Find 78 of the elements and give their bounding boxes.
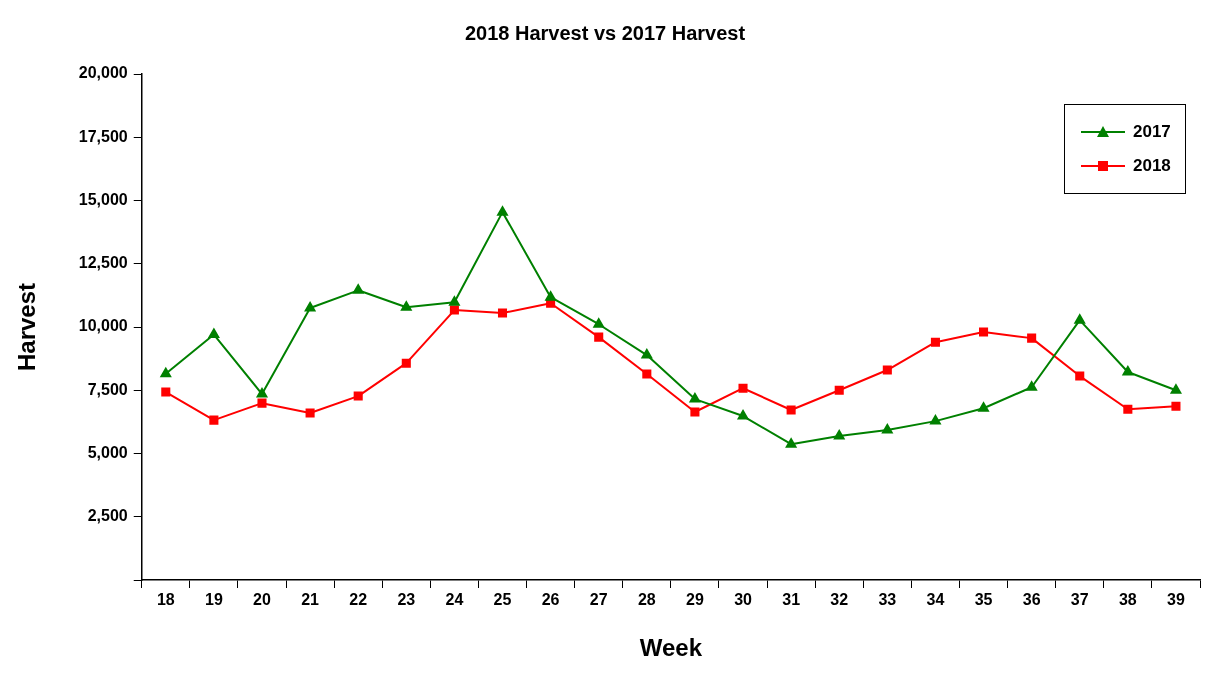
x-tick-label: 28 [637,591,656,609]
y-tick-label: 2,500 [87,507,128,525]
point [641,349,653,359]
legend-label: 2018 [1133,156,1171,176]
y-tick-label: 20,000 [78,64,128,82]
y-tick-label: 12,500 [78,254,128,272]
point [785,438,797,448]
y-tick-label: 7,500 [87,380,128,398]
point [449,305,459,315]
point [1075,371,1085,381]
y-tick-label: 17,500 [78,127,128,145]
x-tick-label: 20 [253,591,271,609]
point [352,284,364,294]
x-axis-title: Week [639,634,703,662]
point [497,308,508,318]
point [642,369,652,379]
x-tick-label: 19 [204,591,223,609]
point [1122,366,1134,376]
point [978,402,989,412]
x-tick-label: 36 [1022,591,1041,609]
point [690,407,700,417]
point [594,332,604,342]
point [833,430,845,440]
x-tick-label: 24 [445,591,464,609]
point [353,391,363,401]
point [209,415,219,425]
x-tick-label: 25 [493,591,512,609]
point [786,405,796,415]
point [208,328,220,339]
point [689,393,701,403]
point [161,387,171,397]
y-tick-label: 5,000 [87,443,128,461]
chart-title: 2018 Harvest vs 2017 Harvest [464,21,746,44]
point [160,367,172,378]
x-tick-label: 26 [541,591,560,609]
legend-label: 2017 [1133,122,1171,142]
point [737,410,749,420]
point [882,423,893,434]
x-tick-label: 33 [878,591,897,609]
point [1170,384,1182,394]
x-tick-label: 22 [349,591,368,609]
x-tick-label: 30 [734,591,753,609]
point [497,206,508,216]
point [882,365,892,375]
point [400,301,412,311]
x-tick-label: 39 [1167,591,1185,609]
point [738,383,748,393]
x-tick-label: 35 [974,591,993,609]
point [449,296,460,306]
point [1074,314,1086,324]
point [401,358,411,368]
x-tick-label: 31 [782,591,801,609]
x-tick-label: 27 [589,591,608,609]
point [1123,404,1133,414]
point [593,318,605,328]
point [834,385,844,395]
y-axis-title: Harvest [13,282,41,372]
point [305,408,315,418]
x-tick-label: 37 [1070,591,1089,609]
point [1026,381,1037,391]
x-tick-label: 23 [397,591,416,609]
y-tick-label: 10,000 [78,317,128,335]
x-tick-label: 29 [686,591,704,609]
point [979,327,989,337]
x-tick-label: 18 [156,591,175,609]
point [257,398,267,408]
x-tick-label: 21 [301,591,320,609]
y-tick-label: 15,000 [78,190,128,208]
point [930,415,941,425]
point [545,291,556,301]
x-tick-label: 32 [830,591,849,609]
x-tick-label: 38 [1118,591,1137,609]
point [1171,401,1181,411]
point [304,302,316,312]
point [1027,333,1037,343]
point [930,337,940,347]
point [256,388,268,398]
x-tick-label: 34 [926,591,945,609]
